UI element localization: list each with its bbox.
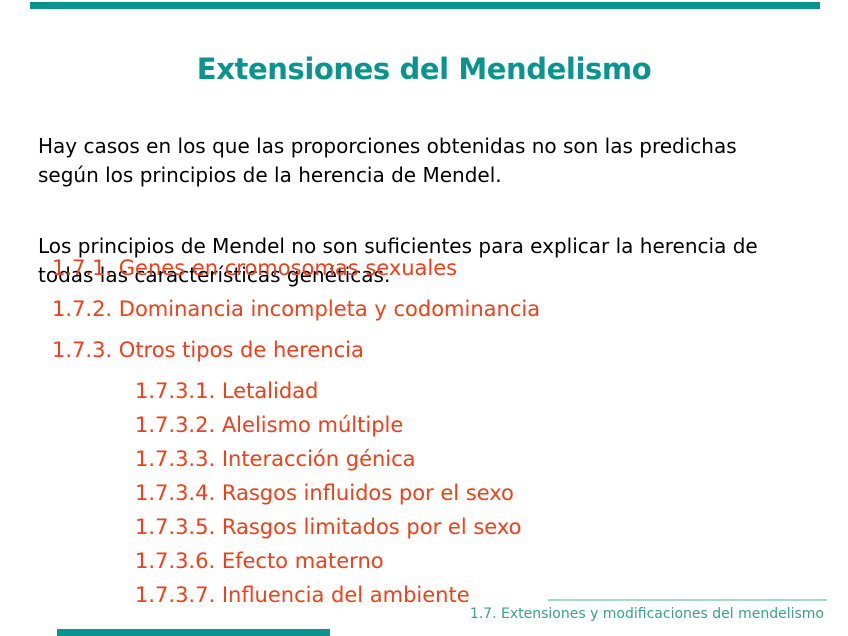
top-accent-bar xyxy=(30,2,820,9)
intro-text-block: Hay casos en los que las proporciones ob… xyxy=(38,103,830,332)
toc-subitem: 1.7.3.5. Rasgos limitados por el sexo xyxy=(135,515,522,539)
toc-subitem: 1.7.3.4. Rasgos influidos por el sexo xyxy=(135,481,514,505)
toc-list: 1.7.1. Genes en cromosomas sexuales 1.7.… xyxy=(52,256,540,617)
intro-paragraph-1: Hay casos en los que las proporciones ob… xyxy=(38,134,737,187)
slide-title: Extensiones del Mendelismo xyxy=(196,52,652,87)
toc-subitem: 1.7.3.6. Efecto materno xyxy=(135,549,384,573)
toc-subitem: 1.7.3.2. Alelismo múltiple xyxy=(135,413,404,437)
intro-paragraph-2: Los principios de Mendel no son suficien… xyxy=(38,234,758,287)
footer-section-label: 1.7. Extensiones y modificaciones del me… xyxy=(469,606,824,622)
toc-subitem: 1.7.3.3. Interacción génica xyxy=(135,447,416,471)
toc-item: 1.7.1. Genes en cromosomas sexuales xyxy=(52,256,458,280)
footer-divider-line xyxy=(548,599,827,601)
toc-subitem: 1.7.3.7. Influencia del ambiente xyxy=(135,583,470,607)
toc-item: 1.7.2. Dominancia incompleta y codominan… xyxy=(52,297,541,321)
bottom-accent-bar xyxy=(57,629,330,636)
toc-subitem: 1.7.3.1. Letalidad xyxy=(135,379,319,403)
toc-item: 1.7.3. Otros tipos de herencia xyxy=(52,338,364,362)
